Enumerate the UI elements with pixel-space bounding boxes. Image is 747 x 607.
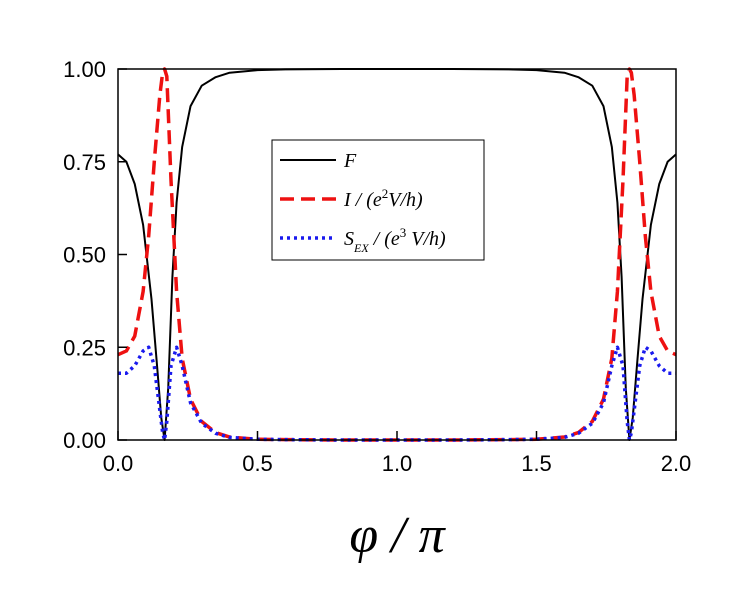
x-tick-label: 0.0	[103, 451, 134, 476]
series-line-2	[118, 345, 676, 442]
x-tick-label: 2.0	[661, 451, 692, 476]
x-tick-label: 1.0	[382, 451, 413, 476]
legend-label-i-prefix: I / (e	[343, 189, 382, 211]
legend-label-i-suffix: V/h)	[388, 189, 423, 211]
y-tick-label: 0.00	[63, 428, 106, 453]
y-tick-label: 0.50	[63, 243, 106, 268]
x-tick-label: 0.5	[242, 451, 273, 476]
legend-label-s: SEX / (e3 V/h)	[344, 225, 446, 255]
legend-label-s-suffix: V/h)	[406, 228, 446, 250]
x-tick-label: 1.5	[521, 451, 552, 476]
legend-label-s-mid: / (e	[369, 228, 400, 250]
y-tick-label: 1.00	[63, 57, 106, 82]
legend-label-s-main: S	[344, 228, 354, 250]
legend-label-f: F	[343, 150, 357, 172]
ticks-layer: 0.0 0.5 1.0 1.5 2.0 0.00 0.25 0.50 0.75 1.00	[63, 57, 691, 476]
y-tick-label: 0.75	[63, 150, 106, 175]
legend-label-s-sub: EX	[353, 241, 369, 255]
x-axis-title: φ / π	[349, 507, 446, 564]
legend-label-s-sup: 3	[400, 225, 407, 240]
y-tick-label: 0.25	[63, 335, 106, 360]
legend-label-i-sup: 2	[382, 186, 389, 201]
legend-label-i: I / (e2V/h)	[343, 186, 423, 211]
legend: F I / (e2V/h) SEX / (e3 V/h)	[271, 139, 485, 261]
